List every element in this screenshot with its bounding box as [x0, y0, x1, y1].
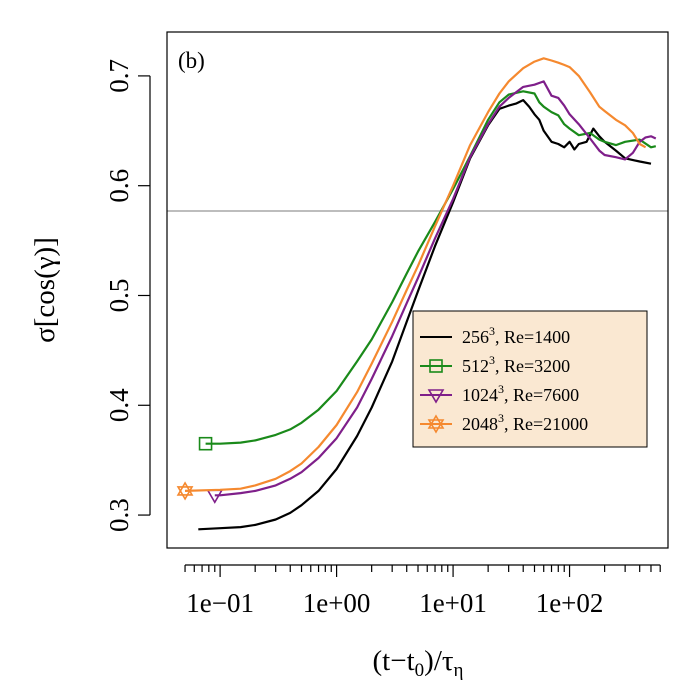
x-tick-label: 1e+01 — [419, 588, 487, 618]
series-line — [198, 99, 652, 531]
series-marker — [198, 436, 213, 451]
legend-label-rest: , Re=3200 — [495, 356, 570, 376]
y-tick-label: 0.6 — [104, 169, 134, 203]
series-512 — [198, 90, 657, 451]
y-tick-label: 0.3 — [104, 498, 134, 532]
legend-item: 2563, Re=1400 — [420, 324, 570, 347]
legend-item: 5123, Re=3200 — [420, 353, 570, 376]
series-layer — [176, 57, 657, 531]
legend-marker — [427, 414, 445, 429]
legend-label: 2563, Re=1400 — [462, 324, 570, 347]
legend-label-base: 2048 — [462, 414, 498, 434]
legend-marker — [427, 419, 445, 434]
x-tick-label: 1e−01 — [186, 588, 254, 618]
legend-label: 20483, Re=21000 — [462, 411, 588, 434]
x-tick-label: 1e+00 — [303, 588, 371, 618]
legend-label-sup: 3 — [498, 382, 504, 396]
legend-item: 20483, Re=21000 — [420, 411, 588, 434]
x-axis: 1e−01 1e+00 1e+01 1e+02 — [184, 564, 661, 618]
legend-label-base: 1024 — [462, 385, 498, 405]
x-tick-label: 1e+02 — [536, 588, 604, 618]
legend-label-rest: , Re=7600 — [504, 385, 579, 405]
y-tick-label: 0.7 — [104, 59, 134, 93]
legend-label-sup: 3 — [489, 324, 495, 338]
legend-label-sup: 3 — [498, 411, 504, 425]
legend-marker — [427, 389, 445, 404]
x-axis-title: (t−t0)/τη — [373, 645, 464, 681]
x-title-main: (t−t — [373, 645, 415, 677]
legend-label: 10243, Re=7600 — [462, 382, 579, 405]
series-line — [205, 90, 657, 445]
series-2048 — [176, 57, 647, 501]
legend-label-base: 512 — [462, 356, 489, 376]
legend-label-sup: 3 — [489, 353, 495, 367]
series-marker — [176, 481, 194, 496]
y-tick-label: 0.4 — [104, 388, 134, 422]
x-title-sub0: 0 — [415, 660, 425, 681]
y-tick-label: 0.5 — [104, 279, 134, 313]
legend-label-base: 256 — [462, 327, 489, 347]
legend-label-rest: , Re=21000 — [504, 414, 588, 434]
x-title-mid: )/τ — [424, 645, 454, 677]
series-256 — [198, 99, 652, 531]
legend-label-rest: , Re=1400 — [495, 327, 570, 347]
series-line — [184, 57, 647, 492]
y-axis: 0.3 0.4 0.5 0.6 0.7 — [104, 59, 151, 532]
y-axis-title: σ[cos(γ)] — [29, 237, 61, 343]
plot-frame — [166, 31, 669, 549]
series-marker — [176, 486, 194, 501]
x-title-sub1: η — [454, 660, 464, 681]
legend-item: 10243, Re=7600 — [420, 382, 579, 405]
legend-marker — [429, 359, 443, 373]
panel-label: (b) — [178, 48, 205, 73]
legend-label: 5123, Re=3200 — [462, 353, 570, 376]
series-line — [214, 80, 657, 497]
